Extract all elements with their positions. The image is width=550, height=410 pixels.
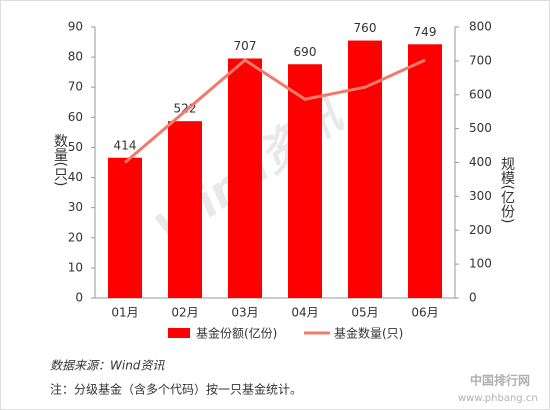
note: 注：分级基金（含多个代码）按一只基金统计。	[50, 382, 302, 397]
bar	[228, 58, 262, 298]
y2-tick-label: 300	[469, 189, 492, 203]
y-tick-label: 0	[75, 291, 83, 305]
bar	[108, 157, 142, 298]
x-tick-label: 01月	[111, 306, 138, 320]
value-label: 414	[114, 138, 137, 152]
y-tick-label: 90	[68, 20, 83, 34]
site-name: 中国排行网	[470, 373, 530, 388]
source: 数据来源：Wind资讯	[50, 359, 165, 373]
value-label: 690	[294, 45, 317, 59]
x-tick-label: 05月	[351, 306, 378, 320]
y2-tick-label: 200	[469, 223, 492, 237]
x-tick-label: 06月	[411, 306, 438, 320]
y-tick-label: 20	[68, 230, 83, 244]
legend-label: 基金份额(亿份)	[196, 326, 277, 341]
bar	[348, 40, 382, 299]
y2-tick-label: 0	[469, 291, 477, 305]
legend-label: 基金数量(只)	[334, 326, 403, 341]
y-tick-label: 30	[68, 200, 83, 214]
value-label: 707	[234, 39, 257, 53]
value-label: 749	[414, 25, 437, 39]
line	[124, 58, 426, 164]
x-tick-label: 02月	[171, 306, 198, 320]
y2-tick-label: 600	[469, 87, 492, 101]
y-tick-label: 10	[68, 260, 83, 274]
legend-swatch	[168, 328, 190, 338]
y2-tick-label: 800	[469, 20, 492, 34]
x-tick-label: 03月	[231, 306, 258, 320]
y2-tick-label: 100	[469, 257, 492, 271]
value-label: 760	[354, 21, 377, 35]
site-url: www.phbang.cn	[458, 393, 538, 404]
y2-tick-label: 700	[469, 53, 492, 67]
y-tick-label: 80	[68, 50, 83, 64]
y-axis-label: 数量(只)	[52, 134, 68, 187]
bar	[288, 64, 322, 298]
bar	[408, 44, 442, 299]
y2-axis-label: 规模(亿份)	[499, 157, 515, 224]
y2-tick-label: 400	[469, 155, 492, 169]
y-tick-label: 40	[68, 170, 83, 184]
x-tick-label: 04月	[291, 306, 318, 320]
y-tick-label: 50	[68, 140, 83, 154]
y2-tick-label: 500	[469, 121, 492, 135]
y-tick-label: 70	[68, 80, 83, 94]
bar	[168, 121, 202, 298]
y-tick-label: 60	[68, 110, 83, 124]
